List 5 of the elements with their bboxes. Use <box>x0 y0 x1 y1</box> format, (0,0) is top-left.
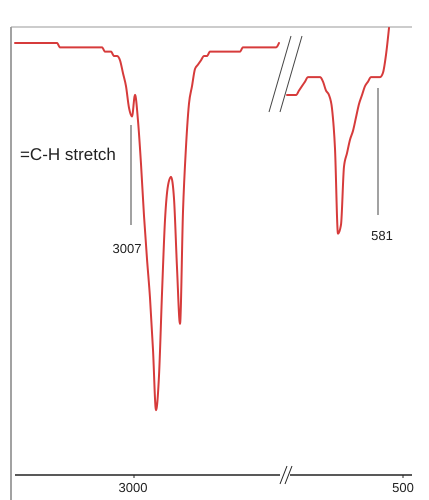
annotation: =C-H stretch <box>20 145 116 164</box>
text: 500 <box>392 480 414 495</box>
annotation: 3007 <box>112 241 142 256</box>
text: 3000 <box>118 480 148 495</box>
annotation: 581 <box>371 228 393 243</box>
